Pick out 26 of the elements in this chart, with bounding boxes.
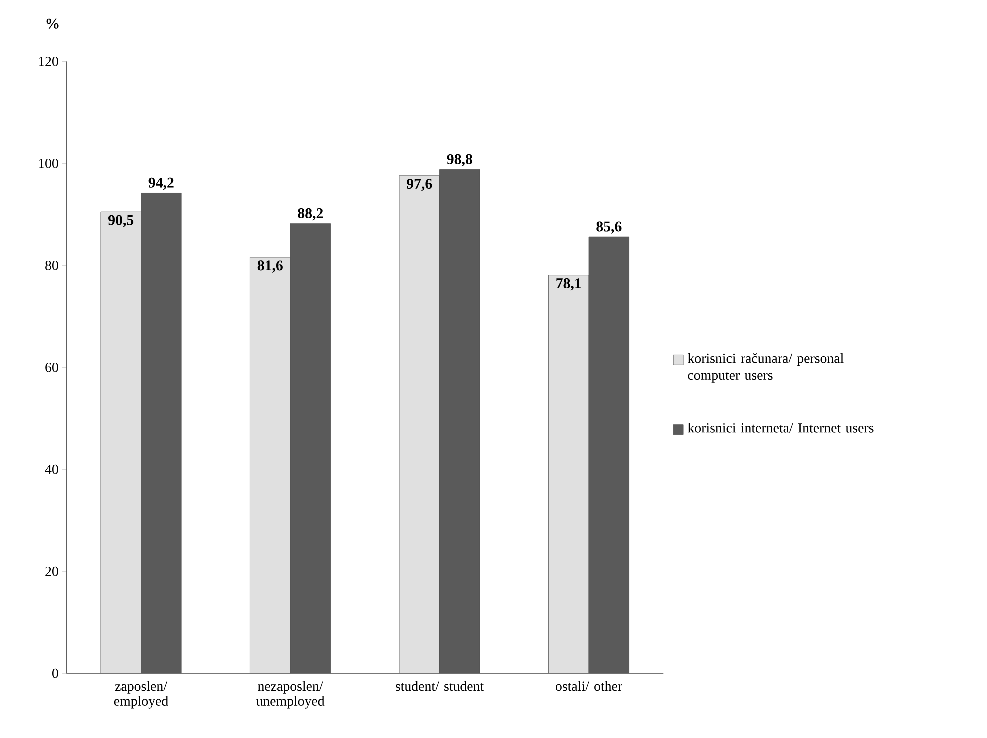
y-tick-label: 40 xyxy=(45,464,58,474)
y-tick-label: 60 xyxy=(46,362,58,372)
y-tick-label: 80 xyxy=(46,260,58,270)
x-tick-label: zaposlen/ employed xyxy=(114,681,168,709)
bar xyxy=(100,212,142,674)
y-tick-label: 0 xyxy=(52,668,58,678)
x-tick-label: student/ student xyxy=(396,681,484,691)
bar xyxy=(548,275,590,674)
data-label: 98,8 xyxy=(447,154,472,166)
bar xyxy=(250,257,291,674)
bar xyxy=(399,176,440,674)
data-label: 88,2 xyxy=(298,208,324,221)
data-label: 94,2 xyxy=(148,178,174,190)
x-tick-label: nezaposlen/ unemployed xyxy=(256,681,325,709)
data-label: 90,5 xyxy=(108,215,134,228)
y-tick-label: 100 xyxy=(39,158,58,168)
data-label: 81,6 xyxy=(258,260,283,273)
data-label: 85,6 xyxy=(596,222,622,234)
x-tick-label: ostali/ other xyxy=(556,681,622,691)
y-tick-label: 120 xyxy=(39,56,58,66)
y-axis-title: % xyxy=(46,18,59,29)
data-label: 97,6 xyxy=(407,178,432,192)
legend-label: korisnici računara/ personal computer users xyxy=(688,353,844,383)
data-label: 78,1 xyxy=(556,278,582,291)
y-tick-label: 20 xyxy=(46,566,58,576)
legend-label: korisnici interneta/ Internet users xyxy=(688,422,874,433)
